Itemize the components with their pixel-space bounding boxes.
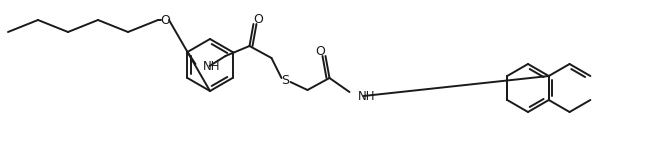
Text: O: O — [160, 14, 170, 27]
Text: O: O — [254, 13, 264, 26]
Text: O: O — [315, 44, 325, 57]
Text: NH: NH — [203, 59, 220, 72]
Text: NH: NH — [357, 90, 375, 103]
Text: S: S — [282, 73, 290, 87]
